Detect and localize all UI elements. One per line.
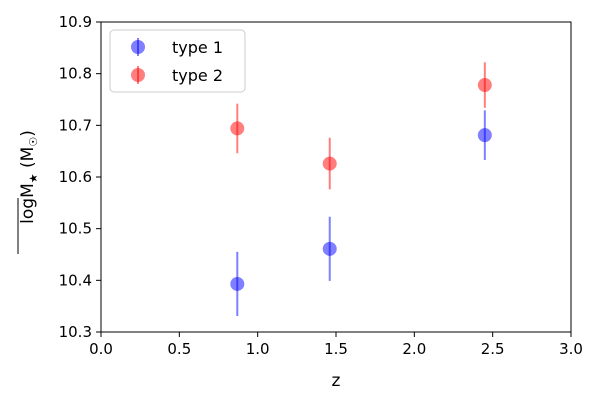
x-tick-label: 2.0 (402, 340, 426, 358)
x-axis-label: z (332, 371, 341, 391)
x-tick-label: 1.0 (246, 340, 270, 358)
x-tick-label: 0.0 (89, 340, 113, 358)
y-tick-label: 10.6 (59, 168, 92, 186)
data-point (230, 121, 245, 136)
data-point (477, 78, 492, 93)
x-tick-label: 1.5 (324, 340, 348, 358)
y-label-sub: ★ (27, 173, 40, 183)
x-tick-label: 0.5 (167, 340, 191, 358)
y-label-unit: (M (18, 147, 38, 174)
x-tick-label: 2.5 (481, 340, 505, 358)
y-label-unit-sub: ☉ (27, 137, 40, 147)
legend-label: type 2 (172, 66, 223, 85)
y-tick-label: 10.3 (59, 323, 92, 341)
legend-marker (131, 68, 145, 82)
legend-marker (131, 40, 145, 54)
legend-label: type 1 (172, 38, 223, 57)
y-tick-label: 10.4 (59, 271, 92, 289)
y-axis-label-text: logM★ (M☉) (18, 130, 40, 224)
y-label-main: logM (18, 183, 38, 224)
data-point (322, 156, 337, 171)
y-tick-label: 10.8 (59, 65, 92, 83)
legend: type 1 type 2 (109, 29, 246, 93)
x-axis-ticks: 0.0 0.5 1.0 1.5 2.0 2.5 3.0 (89, 332, 583, 358)
y-tick-label: 10.7 (59, 116, 92, 134)
data-points (230, 62, 492, 316)
data-point (230, 276, 245, 291)
y-label-close: ) (18, 130, 38, 137)
x-tick-label: 3.0 (559, 340, 583, 358)
y-tick-label: 10.5 (59, 220, 92, 238)
data-point (477, 128, 492, 143)
y-axis-label: logM★ (M☉) (17, 130, 40, 254)
y-axis-ticks: 10.3 10.4 10.5 10.6 10.7 10.8 10.9 (59, 13, 101, 341)
y-tick-label: 10.9 (59, 13, 92, 31)
data-point (322, 241, 337, 256)
